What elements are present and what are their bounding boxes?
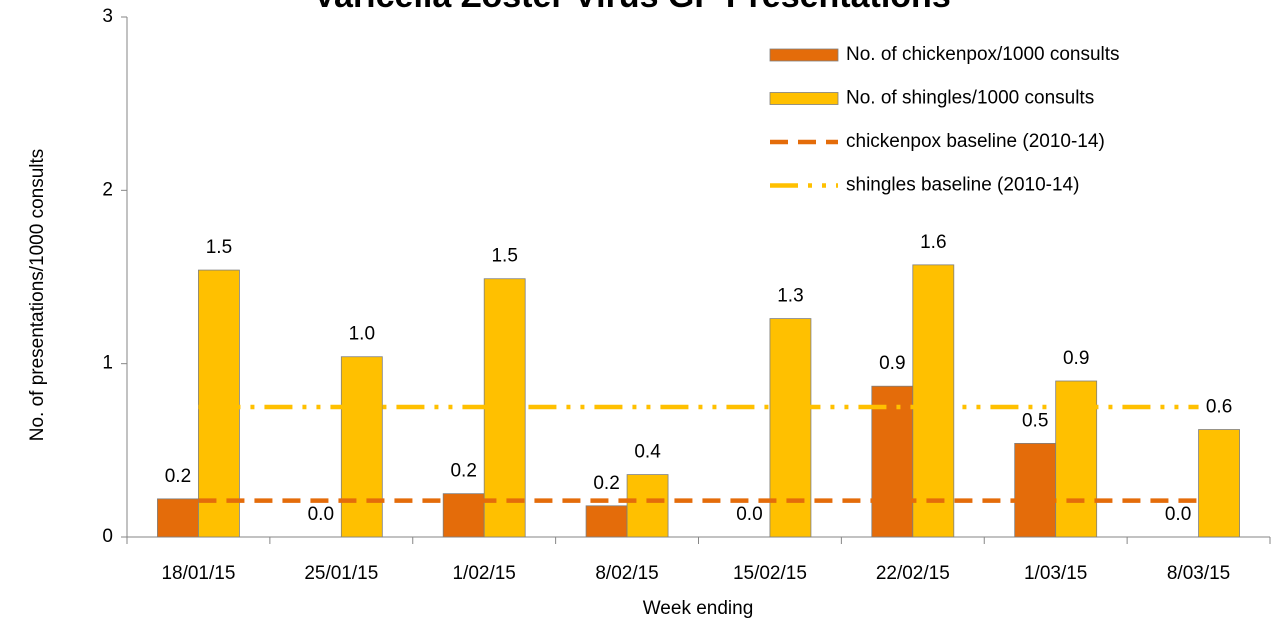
x-tick-label: 18/01/15 [161,563,235,584]
legend-label: shingles baseline (2010-14) [846,175,1079,196]
chart-title: Varicella Zoster Virus GP Presentations [313,0,950,15]
data-label: 0.9 [1063,348,1089,369]
data-label: 0.0 [308,504,334,525]
x-tick-label: 1/03/15 [1024,563,1087,584]
data-label: 0.5 [1022,410,1048,431]
bar [1198,429,1240,538]
bar [1014,442,1057,538]
x-tick-label: 8/03/15 [1167,563,1230,584]
bar [626,474,669,538]
x-tick-label: 22/02/15 [876,563,950,584]
data-label: 0.2 [165,466,191,487]
y-axis-label: No. of presentations/1000 consults [27,149,48,442]
bar [912,264,955,538]
x-tick-label: 8/02/15 [595,563,658,584]
data-label: 1.0 [349,324,375,345]
legend-swatch [769,92,839,105]
data-label: 0.0 [1165,504,1191,525]
bar [340,356,383,538]
x-tick-label: 25/01/15 [304,563,378,584]
data-label: 0.9 [879,353,905,374]
y-tick-label: 1 [102,353,113,374]
x-tick-label: 15/02/15 [733,563,807,584]
y-tick-label: 0 [102,526,113,547]
data-label: 0.0 [736,504,762,525]
legend-label: No. of chickenpox/1000 consults [846,44,1120,65]
data-label: 1.6 [920,232,946,253]
legend-swatch [769,48,839,62]
legend-label: chickenpox baseline (2010-14) [846,131,1105,152]
data-label: 1.5 [491,246,517,267]
data-label: 0.2 [593,473,619,494]
legend-label: No. of shingles/1000 consults [846,88,1094,109]
data-label: 1.5 [206,237,232,258]
y-tick-label: 2 [102,179,113,200]
data-label: 0.4 [634,442,661,463]
data-label: 0.2 [450,461,476,482]
bar [1055,380,1098,538]
data-label: 0.6 [1206,397,1232,418]
bar [769,318,812,538]
x-axis-label: Week ending [643,598,754,619]
bar [198,269,240,538]
data-label: 1.3 [777,286,803,307]
bar [157,498,199,538]
x-tick-label: 1/02/15 [452,563,515,584]
bar [585,505,628,538]
y-tick-label: 3 [102,6,113,27]
